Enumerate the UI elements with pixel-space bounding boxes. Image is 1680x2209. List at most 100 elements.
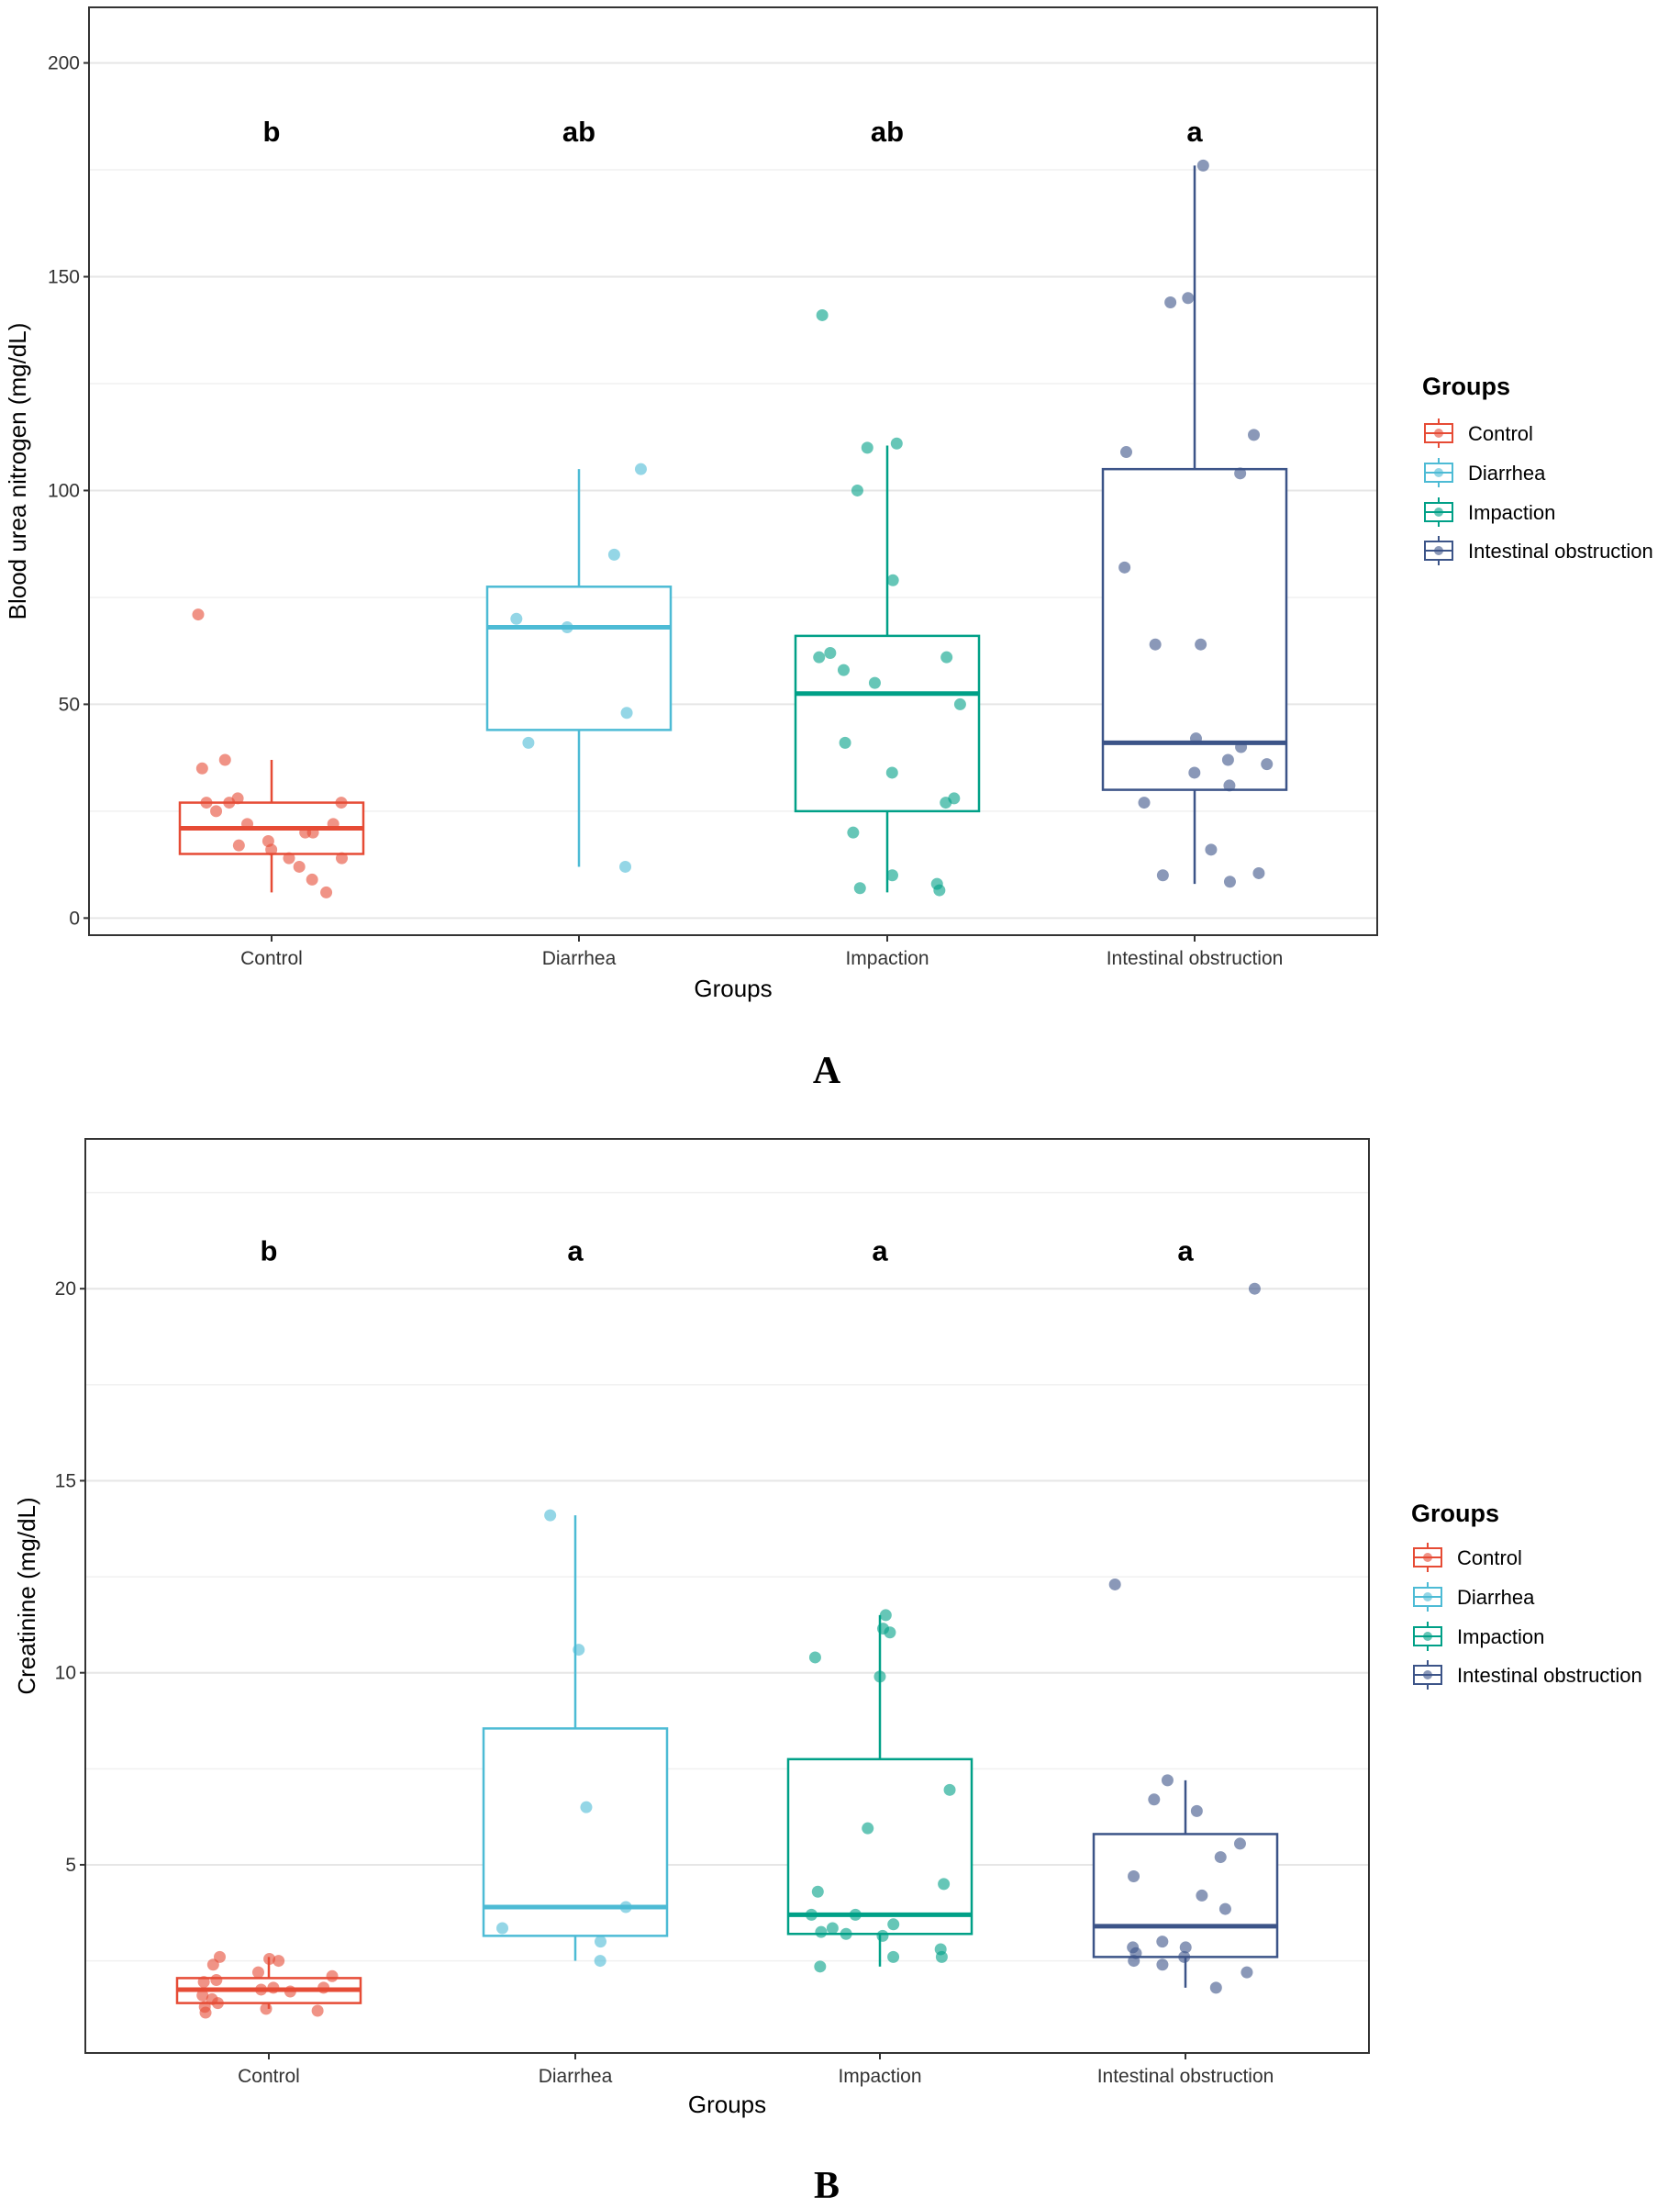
legend-item: Diarrhea [1413,1582,1535,1612]
data-point [861,441,873,454]
data-point [1182,292,1195,305]
data-point [634,463,647,475]
data-point [200,797,213,809]
x-axis-title: Groups [694,975,772,1002]
y-tick-label: 15 [55,1470,76,1491]
box-diarrhea [485,463,673,873]
data-point [940,797,952,809]
data-point [260,2003,273,2015]
data-point [943,1783,956,1796]
data-point [1209,1981,1222,1994]
x-tick-label: Diarrhea [542,948,617,969]
data-point [1223,779,1236,792]
panel-A: 0 50 100 150 200 Control Diarrhea Impaction Inte… [4,6,1653,1092]
data-point [1196,159,1209,172]
data-point [241,818,254,831]
legend-key-point [1423,1553,1432,1562]
significance-letter: b [261,1234,278,1266]
data-point [1156,1936,1169,1948]
panel-label: B [814,2165,840,2207]
data-point [1149,638,1162,651]
y-tick-label: 50 [59,694,80,715]
data-point [1128,1869,1140,1882]
panel-border [84,1138,1370,2054]
legend-key-point [1434,546,1443,555]
data-point [851,484,863,496]
data-point [192,608,205,621]
data-point [1190,1804,1203,1817]
data-point [873,1670,886,1683]
legend-label: Control [1468,422,1533,445]
data-point [522,736,535,749]
data-point [868,676,881,689]
significance-letter: a [1186,116,1203,148]
panel-border [88,6,1378,936]
data-point [573,1644,585,1657]
data-point [837,664,850,676]
legend-label: Intestinal obstruction [1457,1664,1642,1687]
data-point [953,697,966,710]
data-point [886,574,899,586]
legend-key-point [1423,1592,1432,1601]
data-point [283,852,295,865]
data-point [335,797,348,809]
legend-label: Diarrhea [1468,462,1546,485]
data-point [273,1955,285,1968]
significance-letter: a [1177,1234,1194,1266]
data-point [199,2006,212,2019]
data-point [1156,869,1169,882]
data-point [196,1989,209,2002]
data-point [890,437,903,450]
data-point [255,1983,268,1996]
box-intestinal-obstruction [1101,159,1288,888]
data-point [1214,1851,1227,1864]
box-control [178,608,365,898]
data-point [317,1981,330,1994]
data-point [862,1822,874,1835]
y-tick-label: 5 [65,1855,76,1876]
data-point [210,805,223,818]
data-point [1179,1941,1192,1954]
iqr-box [1092,1833,1279,1958]
data-point [293,860,306,873]
data-point [619,1901,632,1913]
y-tick-label: 20 [55,1278,76,1300]
data-point [580,1801,593,1813]
legend-label: Impaction [1457,1625,1544,1648]
y-tick-label: 100 [48,480,80,501]
data-point [879,1609,892,1622]
x-axis-title: Groups [688,2091,766,2118]
significance-letter: ab [562,116,595,148]
data-point [284,1985,296,1998]
legend-key-point [1434,508,1443,517]
data-point [1196,1889,1208,1902]
data-point [306,873,318,886]
data-point [1118,561,1131,574]
y-tick-label: 10 [55,1663,76,1684]
x-tick-label: Diarrhea [539,2066,613,2087]
legend: Groups Control Diarrhea Impaction Intestinal… [1411,1500,1642,1690]
data-point [210,1973,223,1986]
legend-label: Diarrhea [1457,1586,1535,1609]
data-point [887,1918,900,1931]
data-point [1108,1578,1121,1590]
data-point [510,612,523,625]
iqr-box [482,1727,669,1937]
data-point [876,1929,889,1942]
y-axis-title: Creatinine (mg/dL) [13,1497,40,1694]
data-point [933,884,946,897]
data-point [887,1950,900,1963]
data-point [840,1927,852,1940]
data-point [218,753,231,766]
legend: Groups Control Diarrhea Impaction Intestinal… [1422,373,1653,565]
iqr-box [794,634,981,813]
data-point [320,886,333,898]
box-intestinal-obstruction [1092,1282,1279,1994]
box-diarrhea [482,1509,669,1968]
data-point [1248,429,1261,441]
legend-item: Intestinal obstruction [1424,536,1653,565]
data-point [267,1981,280,1994]
box-impaction [794,308,981,897]
legend-title: Groups [1422,373,1510,400]
